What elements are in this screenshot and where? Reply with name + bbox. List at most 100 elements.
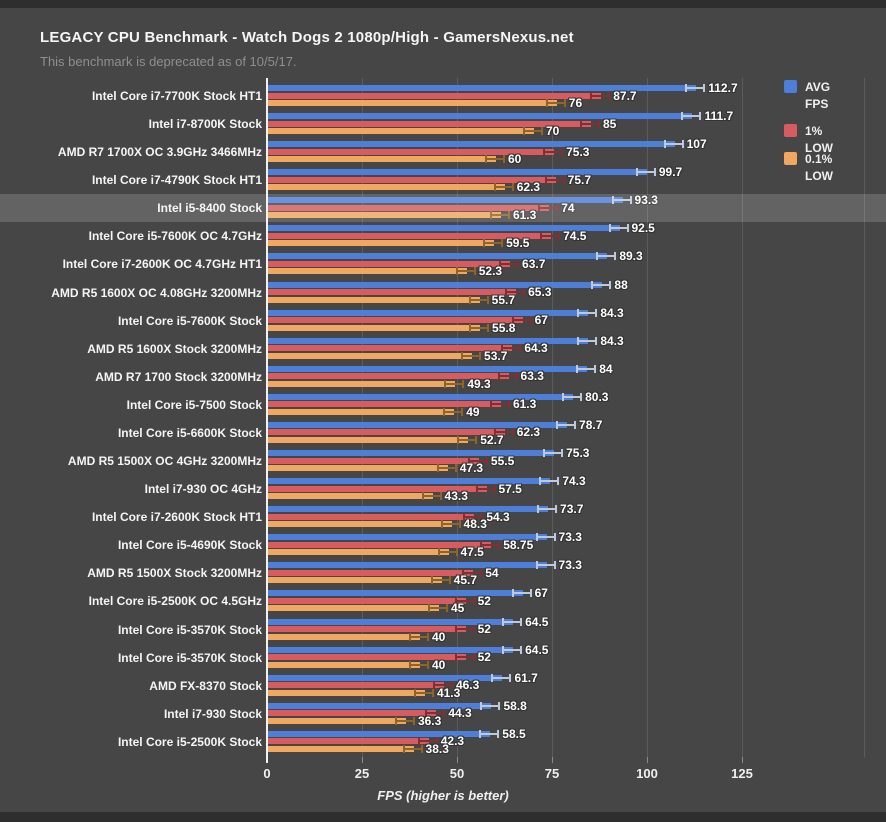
error-bar-cap [457,435,460,444]
error-bar-cap [553,533,556,542]
x-tick-mark [552,757,553,763]
error-bar-cap [596,252,599,261]
bar-avg-fps [268,534,547,541]
bar-avg-fps [268,730,491,737]
error-bar-1pct-low [476,487,495,490]
error-bar-cap [448,576,451,585]
bar-1pct-low [268,92,602,99]
bar-1pct-low [268,541,492,548]
error-bar-1pct-low [544,150,563,153]
error-bar-cap [487,323,490,332]
error-bar-cap [511,589,514,598]
error-bar-cap [443,407,446,416]
error-bar-01pct-low [462,354,481,357]
bar-avg-fps [268,562,547,569]
value-label-01pct-low: 40 [432,629,446,644]
bar-avg-fps [268,702,492,709]
error-bar-avg-fps [538,508,557,511]
error-bar-avg-fps [578,311,597,314]
error-bar-1pct-low [455,656,474,659]
value-label-1pct-low: 52 [477,622,491,637]
bar-01pct-low [268,493,433,500]
error-bar-cap [553,561,556,570]
category-label: Intel Core i5-7500 Stock [126,397,262,412]
error-bar-cap [493,183,496,192]
category-label: AMD R5 1500X OC 4GHz 3200MHz [67,454,262,469]
error-bar-01pct-low [422,495,441,498]
value-label-01pct-low: 48.3 [463,517,487,532]
error-bar-1pct-low [500,262,519,265]
error-bar-cap [590,91,593,100]
error-bar-cap [591,280,594,289]
gridline-50 [457,78,458,757]
value-label-1pct-low: 46.3 [455,678,480,693]
error-bar-1pct-low [502,347,521,350]
error-bar-cap [462,379,465,388]
x-tick-mark [742,757,743,763]
bar-1pct-low [268,738,429,745]
error-bar-cap [517,259,520,268]
error-bar-cap [614,252,617,261]
error-bar-cap [432,681,435,690]
value-label-avg-fps: 73.3 [558,558,582,573]
error-bar-cap [413,688,416,697]
legend-swatch [784,124,797,137]
error-bar-cap [430,576,433,585]
bar-1pct-low [268,597,466,604]
error-bar-cap [417,737,420,746]
value-label-01pct-low: 36.3 [417,713,442,728]
value-label-avg-fps: 75.3 [566,446,590,461]
bar-01pct-low [268,128,534,135]
error-bar-cap [608,224,611,233]
error-bar-avg-fps [557,423,576,426]
bar-avg-fps [268,281,603,288]
value-label-01pct-low: 60 [508,152,522,167]
value-label-1pct-low: 42.3 [440,734,465,749]
bar-01pct-low [268,689,425,696]
error-bar-cap [580,119,582,128]
bar-01pct-low [268,184,505,191]
chart-title: LEGACY CPU Benchmark - Watch Dogs 2 1080… [40,29,574,46]
error-bar-cap [427,632,429,641]
x-tick-label: 25 [354,766,370,781]
error-bar-01pct-low [431,579,450,582]
value-label-01pct-low: 52.3 [478,264,503,279]
legend-label: 0.1% LOW [805,152,833,183]
error-bar-1pct-low [591,94,610,97]
error-bar-1pct-low [490,403,509,406]
error-bar-cap [461,351,464,360]
category-label: Intel i7-930 Stock [163,706,262,721]
bar-1pct-low [268,289,517,296]
category-label: Intel Core i5-4690K Stock [117,538,262,553]
error-bar-cap [420,744,423,753]
value-label-avg-fps: 89.3 [619,249,643,264]
bar-1pct-low [268,513,475,520]
bar-avg-fps [268,309,589,316]
error-bar-cap [681,112,684,121]
bar-1pct-low [268,569,474,576]
bar-01pct-low [268,717,406,724]
error-bar-cap [497,372,500,381]
error-bar-cap [440,520,443,529]
error-bar-cap [454,653,457,662]
x-tick-mark [266,757,268,763]
value-label-1pct-low: 54 [485,565,499,580]
error-bar-cap [594,364,597,373]
error-bar-cap [455,548,458,557]
value-label-avg-fps: 84.3 [600,333,624,348]
gridline-75 [552,78,553,757]
category-label: Intel Core i7-7700K Stock HT1 [91,89,262,103]
error-bar-cap [454,464,457,473]
error-bar-avg-fps [536,564,555,567]
error-bar-1pct-low [468,459,487,462]
value-label-avg-fps: 107 [686,137,707,152]
value-label-avg-fps: 99.7 [658,165,683,180]
category-label: Intel i7-930 OC 4GHz [144,482,262,497]
error-bar-01pct-low [484,242,503,245]
error-bar-cap [523,288,526,297]
value-label-avg-fps: 84.3 [600,305,624,320]
gridline-25 [362,78,363,757]
error-bar-cap [561,147,564,156]
error-bar-cap [493,428,496,437]
